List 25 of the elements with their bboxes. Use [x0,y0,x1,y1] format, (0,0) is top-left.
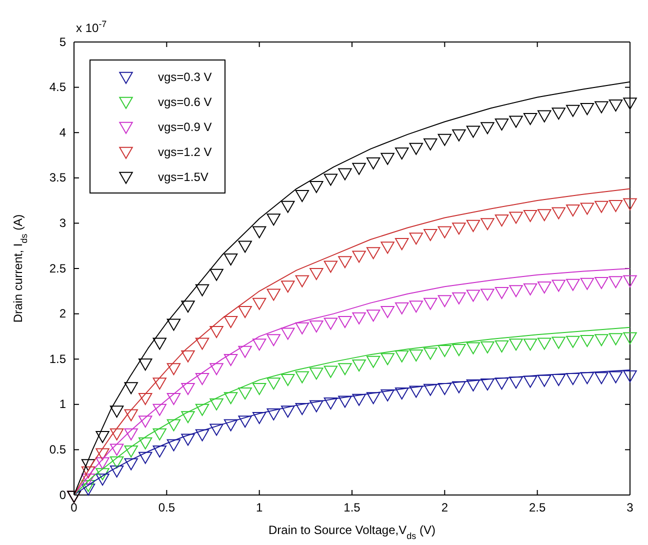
y-tick-label: 5 [59,34,66,49]
legend-label: vgs=0.6 V [158,95,212,109]
y-tick-label: 0.5 [49,442,66,457]
y-tick-label: 1 [59,397,66,412]
x-tick-label: 0.5 [158,500,176,515]
y-tick-label: 2.5 [49,261,66,276]
x-tick-label: 2.5 [528,500,546,515]
y-tick-label: 1.5 [49,352,66,366]
y-tick-label: 3 [59,216,66,230]
y-tick-label: 4.5 [49,80,66,94]
x-tick-label: 1.5 [344,500,361,515]
legend-label: vgs=1.5V [158,170,208,184]
x-tick-label: 2 [441,500,448,515]
x-tick-label: 1 [256,500,263,515]
x-axis-title: Drain to Source Voltage,V$_{ds}$ (V) [268,523,436,541]
x-tick-label: 3 [626,500,634,515]
legend-label: vgs=1.2 V [158,145,212,159]
legend-label: vgs=0.9 V [158,120,212,134]
y-tick-label: 2 [59,306,66,321]
legend-label: vgs=0.3 V [158,70,212,84]
y-tick-label: 4 [59,125,66,140]
text: x 10$^{-7}$ [76,19,107,35]
x-tick-label: 0 [70,500,78,515]
y-tick-label: 0 [59,488,66,502]
y-tick-label: 3.5 [49,170,66,185]
